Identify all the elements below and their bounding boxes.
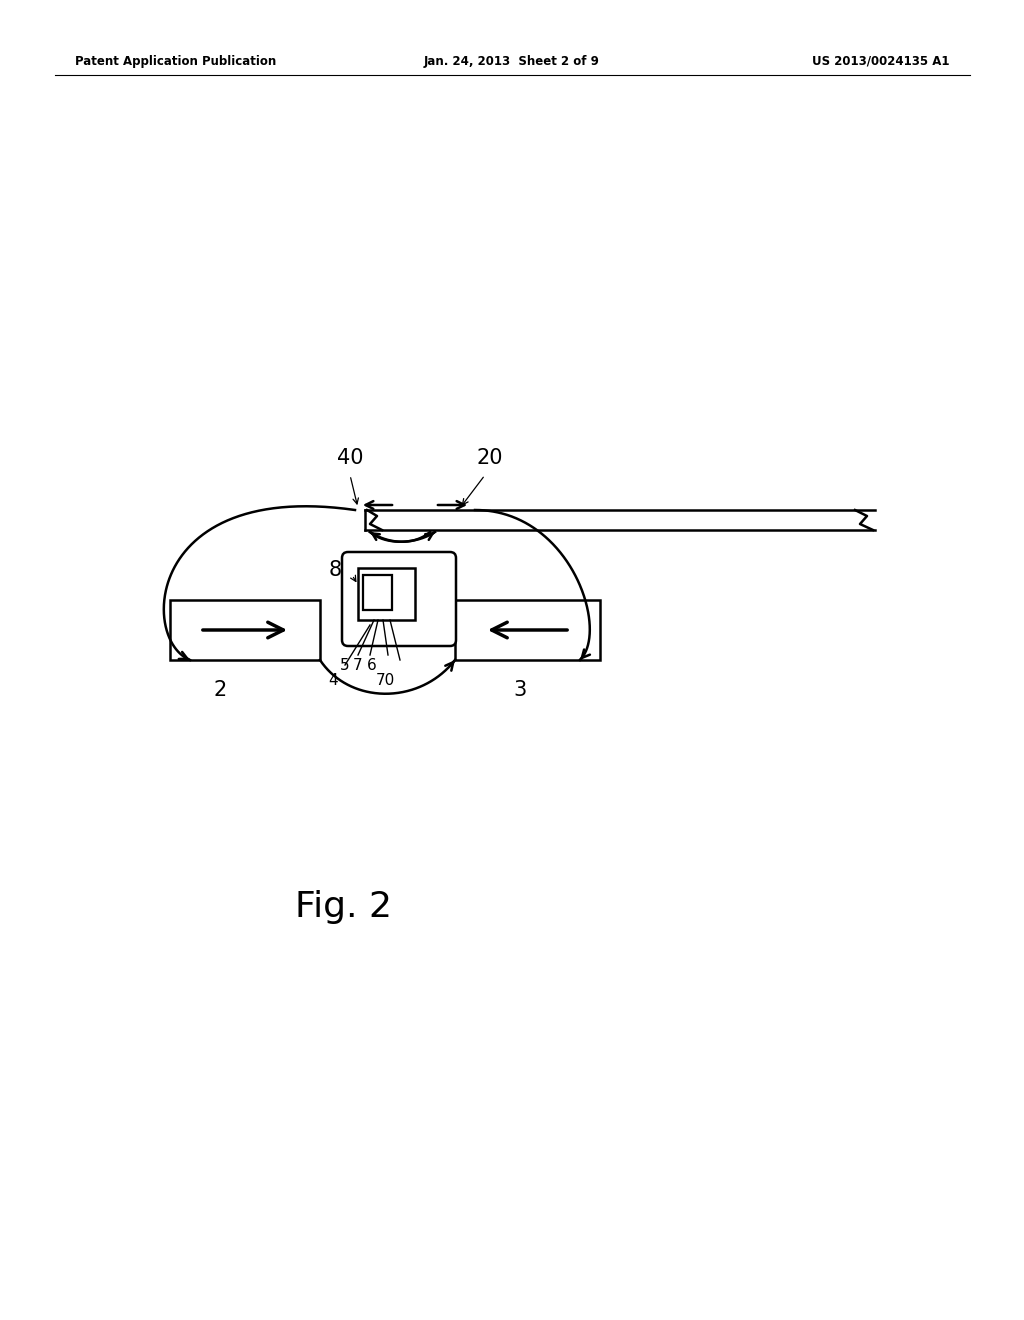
Text: 6: 6 xyxy=(368,657,377,673)
Text: 20: 20 xyxy=(477,447,503,469)
Text: 2: 2 xyxy=(213,680,226,700)
Text: Jan. 24, 2013  Sheet 2 of 9: Jan. 24, 2013 Sheet 2 of 9 xyxy=(424,55,600,69)
Text: 7: 7 xyxy=(353,657,362,673)
Bar xyxy=(358,568,415,620)
FancyBboxPatch shape xyxy=(342,552,456,645)
Text: Fig. 2: Fig. 2 xyxy=(295,890,392,924)
Bar xyxy=(362,576,392,610)
Text: 40: 40 xyxy=(337,447,364,469)
Bar xyxy=(455,601,600,660)
Text: Patent Application Publication: Patent Application Publication xyxy=(75,55,276,69)
Text: 5: 5 xyxy=(340,657,350,673)
Text: US 2013/0024135 A1: US 2013/0024135 A1 xyxy=(812,55,950,69)
Bar xyxy=(170,601,319,660)
Text: 80: 80 xyxy=(329,560,355,579)
Text: 4: 4 xyxy=(328,673,338,688)
Text: 70: 70 xyxy=(376,673,394,688)
Text: 3: 3 xyxy=(513,680,526,700)
